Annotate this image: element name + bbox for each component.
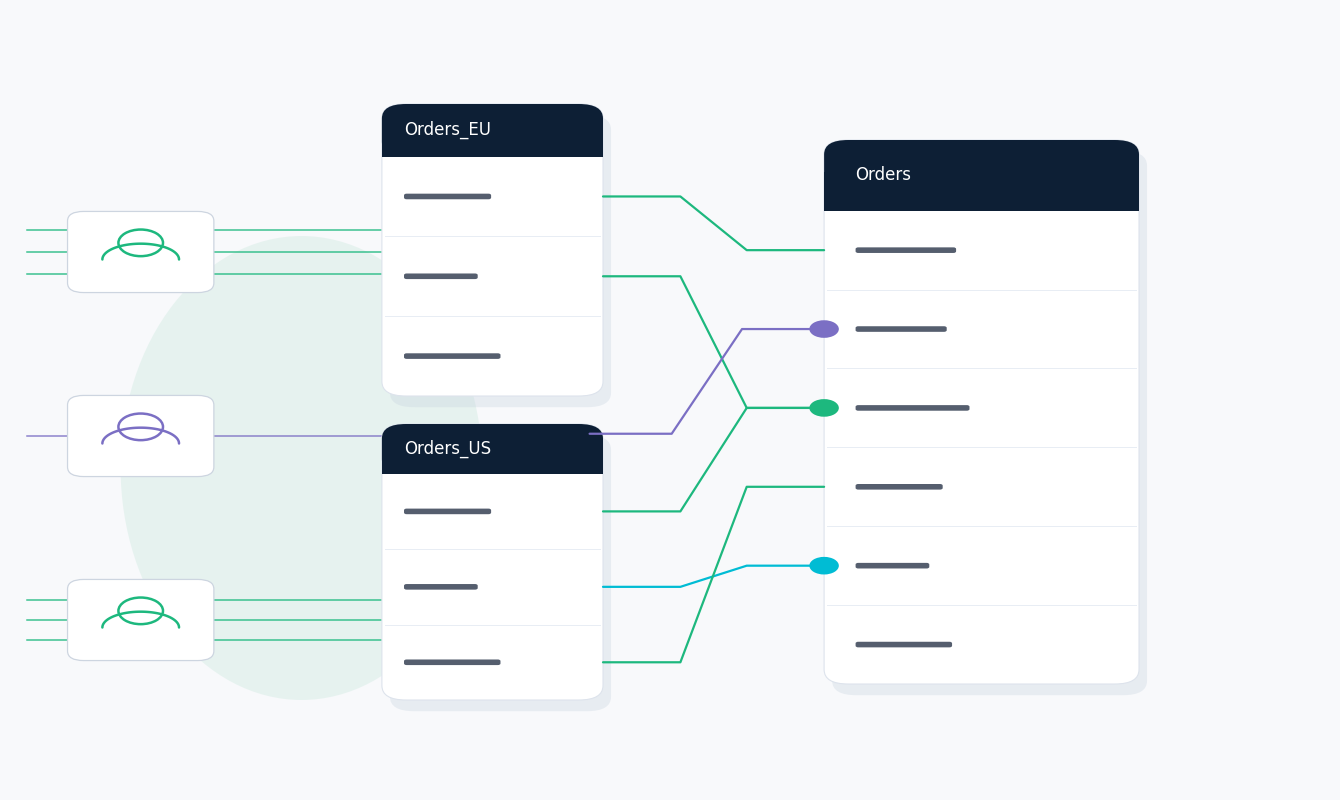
- FancyBboxPatch shape: [855, 405, 969, 410]
- Bar: [382, 128, 603, 157]
- FancyBboxPatch shape: [832, 151, 1147, 695]
- FancyBboxPatch shape: [855, 563, 930, 569]
- Bar: [824, 172, 1139, 210]
- FancyBboxPatch shape: [390, 115, 611, 407]
- FancyBboxPatch shape: [67, 395, 214, 477]
- Text: Orders: Orders: [855, 166, 911, 184]
- Circle shape: [809, 557, 839, 574]
- FancyBboxPatch shape: [382, 424, 603, 474]
- FancyBboxPatch shape: [855, 326, 946, 332]
- Text: Orders_EU: Orders_EU: [405, 121, 490, 139]
- Text: Orders_US: Orders_US: [405, 440, 492, 458]
- FancyBboxPatch shape: [67, 579, 214, 661]
- FancyBboxPatch shape: [405, 584, 477, 590]
- Ellipse shape: [121, 236, 482, 700]
- Bar: [382, 446, 603, 474]
- FancyBboxPatch shape: [824, 140, 1139, 684]
- FancyBboxPatch shape: [382, 424, 603, 700]
- FancyBboxPatch shape: [855, 484, 943, 490]
- FancyBboxPatch shape: [382, 104, 603, 157]
- FancyBboxPatch shape: [855, 247, 955, 253]
- Circle shape: [809, 320, 839, 338]
- FancyBboxPatch shape: [405, 509, 490, 514]
- FancyBboxPatch shape: [405, 354, 501, 359]
- FancyBboxPatch shape: [405, 194, 490, 199]
- FancyBboxPatch shape: [67, 211, 214, 293]
- FancyBboxPatch shape: [390, 435, 611, 711]
- FancyBboxPatch shape: [405, 274, 477, 279]
- FancyBboxPatch shape: [382, 104, 603, 396]
- FancyBboxPatch shape: [855, 642, 951, 647]
- Circle shape: [809, 399, 839, 417]
- FancyBboxPatch shape: [824, 140, 1139, 210]
- FancyBboxPatch shape: [405, 659, 501, 665]
